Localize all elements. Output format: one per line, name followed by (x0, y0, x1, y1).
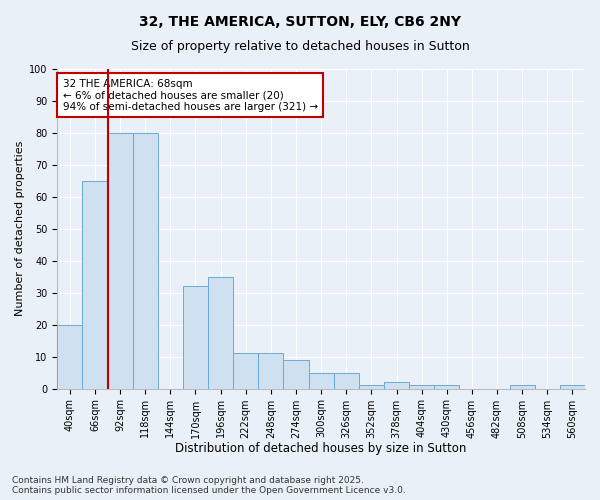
Bar (259, 354, 283, 388)
Bar (183, 286, 208, 388)
Bar (384, 382, 409, 388)
Bar (283, 360, 308, 388)
Text: Contains HM Land Registry data © Crown copyright and database right 2025.
Contai: Contains HM Land Registry data © Crown c… (12, 476, 406, 495)
Bar (560, 386, 585, 388)
Bar (82, 181, 107, 388)
Bar (57, 324, 82, 388)
Bar (334, 372, 359, 388)
Bar (233, 354, 259, 388)
Y-axis label: Number of detached properties: Number of detached properties (15, 141, 25, 316)
Text: 32, THE AMERICA, SUTTON, ELY, CB6 2NY: 32, THE AMERICA, SUTTON, ELY, CB6 2NY (139, 15, 461, 29)
Bar (409, 386, 434, 388)
Bar (509, 386, 535, 388)
X-axis label: Distribution of detached houses by size in Sutton: Distribution of detached houses by size … (175, 442, 467, 455)
Bar (133, 133, 158, 388)
Bar (308, 372, 334, 388)
Text: Size of property relative to detached houses in Sutton: Size of property relative to detached ho… (131, 40, 469, 53)
Bar (359, 386, 384, 388)
Bar (434, 386, 460, 388)
Bar (208, 276, 233, 388)
Bar (107, 133, 133, 388)
Text: 32 THE AMERICA: 68sqm
← 6% of detached houses are smaller (20)
94% of semi-detac: 32 THE AMERICA: 68sqm ← 6% of detached h… (62, 78, 317, 112)
